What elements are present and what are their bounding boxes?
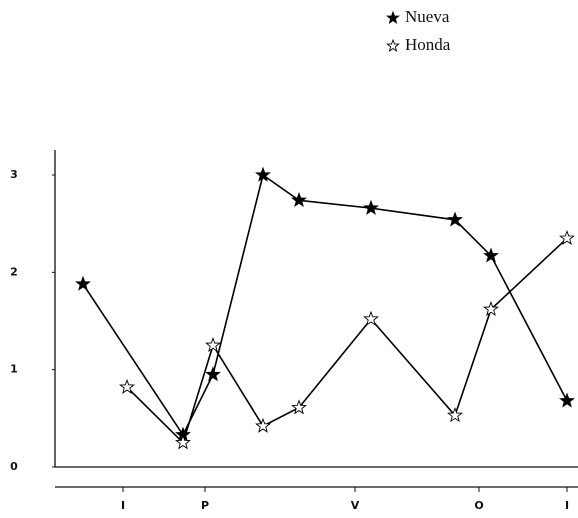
x-tick-label: I [121,499,125,512]
marker [119,378,135,394]
marker [363,199,379,215]
x-tick-label: O [474,499,483,512]
marker [255,166,271,182]
marker [363,310,379,326]
y-tick-label: 2 [10,265,18,278]
marker [291,399,307,415]
marker [205,366,221,382]
x-tick-label: V [351,499,360,512]
legend-label: Honda [405,35,451,54]
marker [255,417,271,433]
marker [447,211,463,227]
marker [559,230,575,246]
marker [483,300,499,317]
marker [483,247,499,263]
legend-marker [386,10,400,24]
y-tick-label: 3 [10,168,18,181]
series-line [126,237,568,445]
marker [291,191,307,208]
x-tick-label: I [565,499,569,512]
legend-marker [386,38,400,52]
y-tick-label: 0 [10,460,18,473]
legend-label: Nueva [405,7,450,26]
marker [447,407,463,423]
marker [559,392,575,408]
y-tick-label: 1 [10,363,18,376]
x-tick-label: P [201,499,209,512]
marker [205,336,221,353]
marker [75,275,91,291]
series-line [82,173,568,437]
marker [175,434,191,450]
